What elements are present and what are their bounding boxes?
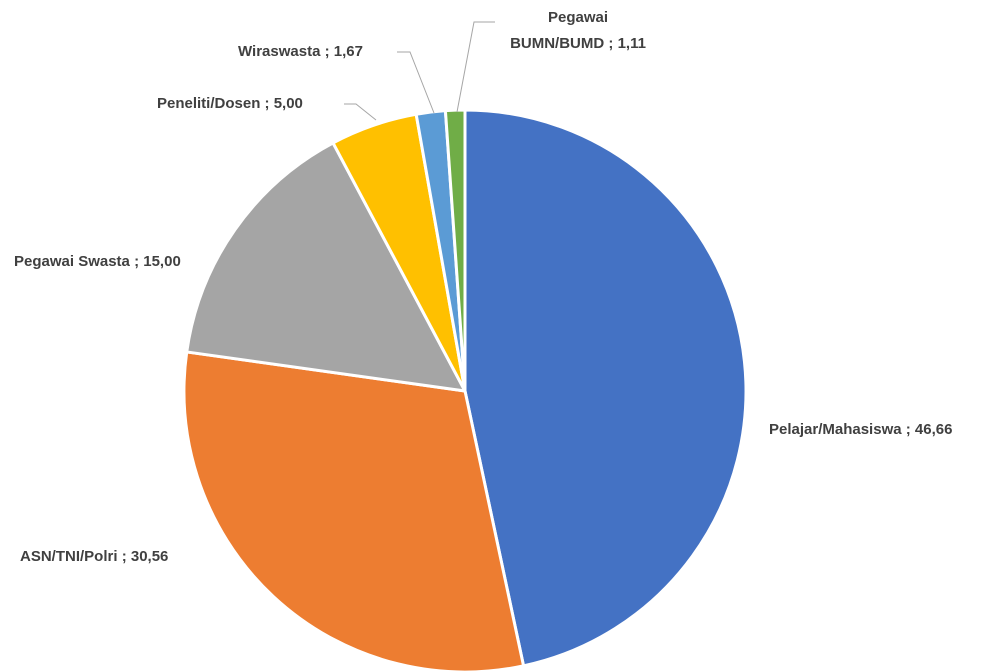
- value-label: 1,11: [617, 35, 646, 52]
- value-group: ; 15,00: [134, 253, 181, 270]
- pie-slice: [463, 108, 748, 668]
- data-label: Pegawai BUMN/BUMD ; 1,11: [503, 5, 653, 57]
- data-label: Wiraswasta ; 1,67: [238, 39, 363, 65]
- separator: ;: [121, 548, 131, 565]
- value-group: ; 1,67: [325, 43, 363, 60]
- value-group: ; 46,66: [906, 421, 953, 438]
- data-label: Pegawai Swasta ; 15,00: [14, 249, 181, 275]
- leader-line: [344, 103, 377, 121]
- value-label: 15,00: [143, 253, 181, 270]
- data-label: Pelajar/Mahasiswa ; 46,66: [769, 417, 952, 443]
- leader-line: [397, 51, 435, 114]
- value-label: 1,67: [333, 43, 363, 60]
- data-label: ASN/TNI/Polri ; 30,56: [20, 544, 168, 570]
- value-group: ; 5,00: [265, 95, 303, 112]
- separator: ;: [264, 95, 274, 112]
- value-label: 30,56: [130, 548, 169, 565]
- value-group: ; 1,11: [608, 35, 646, 52]
- separator: ;: [905, 421, 915, 438]
- category-name: ASN/TNI/Polri: [20, 548, 118, 565]
- category-name: Peneliti/Dosen: [157, 95, 261, 112]
- separator: ;: [608, 35, 618, 52]
- pie-slice: [185, 141, 467, 393]
- category-name: Pegawai Swasta: [14, 253, 130, 270]
- value-label: 5,00: [273, 95, 303, 112]
- category-name: Wiraswasta: [238, 43, 321, 60]
- category-name: Pelajar/Mahasiswa: [769, 421, 902, 438]
- leader-line: [456, 21, 495, 113]
- data-label: Peneliti/Dosen ; 5,00: [157, 91, 303, 117]
- category-name: Pegawai BUMN/BUMD: [510, 9, 609, 52]
- pie-slice: [443, 108, 467, 393]
- value-group: ; 30,56: [122, 548, 169, 565]
- separator: ;: [134, 253, 144, 270]
- value-label: 46,66: [914, 421, 953, 438]
- separator: ;: [324, 43, 334, 60]
